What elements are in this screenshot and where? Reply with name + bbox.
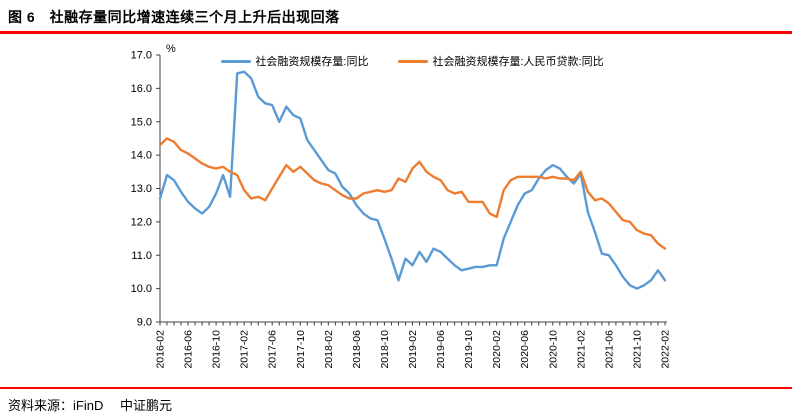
svg-text:2016-10: 2016-10 [211,330,223,369]
svg-text:13.0: 13.0 [131,183,152,195]
svg-text:2018-02: 2018-02 [323,330,335,369]
legend-item-tsf-yoy: 社会融资规模存量:同比 [221,53,368,69]
svg-text:9.0: 9.0 [137,317,152,329]
svg-text:12.0: 12.0 [131,216,152,228]
legend-item-rmb-loans-yoy: 社会融资规模存量:人民币贷款:同比 [398,53,604,69]
svg-text:2017-02: 2017-02 [239,330,251,369]
series-line-rmb-loans-yoy [158,137,667,250]
legend-swatch-orange-line [398,59,429,63]
svg-text:2020-10: 2020-10 [547,330,559,369]
x-axis-labels: 2016-02 2016-06 2016-10 2017-02 2017-06 2017-… [155,330,672,369]
y-axis-ticks: 9.0 10.0 11.0 12.0 13.0 14.0 15.0 16.0 17.0 [131,50,160,329]
legend-label-tsf-yoy: 社会融资规模存量:同比 [255,56,369,68]
svg-text:2016-06: 2016-06 [183,330,195,369]
svg-text:14.0: 14.0 [131,150,152,162]
svg-text:2016-02: 2016-02 [155,330,167,369]
y-axis-unit-label: % [166,43,176,55]
svg-text:2021-02: 2021-02 [575,330,587,369]
svg-text:2022-02: 2022-02 [660,330,672,369]
svg-text:2019-06: 2019-06 [435,330,447,369]
svg-text:2019-10: 2019-10 [463,330,475,369]
svg-text:2021-10: 2021-10 [631,330,643,369]
figure-title: 图 6 社融存量同比增速连续三个月上升后出现回落 [8,9,340,25]
x-axis-ticks [159,322,666,326]
bottom-red-divider [0,387,792,389]
svg-text:2017-06: 2017-06 [267,330,279,369]
svg-text:2017-10: 2017-10 [295,330,307,369]
chart-legend: 社会融资规模存量:同比 社会融资规模存量:人民币贷款:同比 [160,53,665,69]
svg-text:2021-06: 2021-06 [603,330,615,369]
svg-text:16.0: 16.0 [131,83,152,95]
svg-text:15.0: 15.0 [131,116,152,128]
top-red-divider [0,31,792,34]
svg-text:11.0: 11.0 [131,250,152,262]
svg-text:2020-02: 2020-02 [491,330,503,369]
series-line-tsf-yoy [158,70,667,290]
legend-swatch-blue-line [221,59,252,63]
svg-text:2019-02: 2019-02 [407,330,419,369]
svg-text:2018-10: 2018-10 [379,330,391,369]
svg-text:10.0: 10.0 [131,283,152,295]
svg-text:2018-06: 2018-06 [351,330,363,369]
data-source-text: 资料来源：iFinD 中证鹏元 [8,398,172,413]
svg-text:2020-06: 2020-06 [519,330,531,369]
svg-text:17.0: 17.0 [131,50,152,62]
legend-label-rmb-loans-yoy: 社会融资规模存量:人民币贷款:同比 [432,56,604,68]
